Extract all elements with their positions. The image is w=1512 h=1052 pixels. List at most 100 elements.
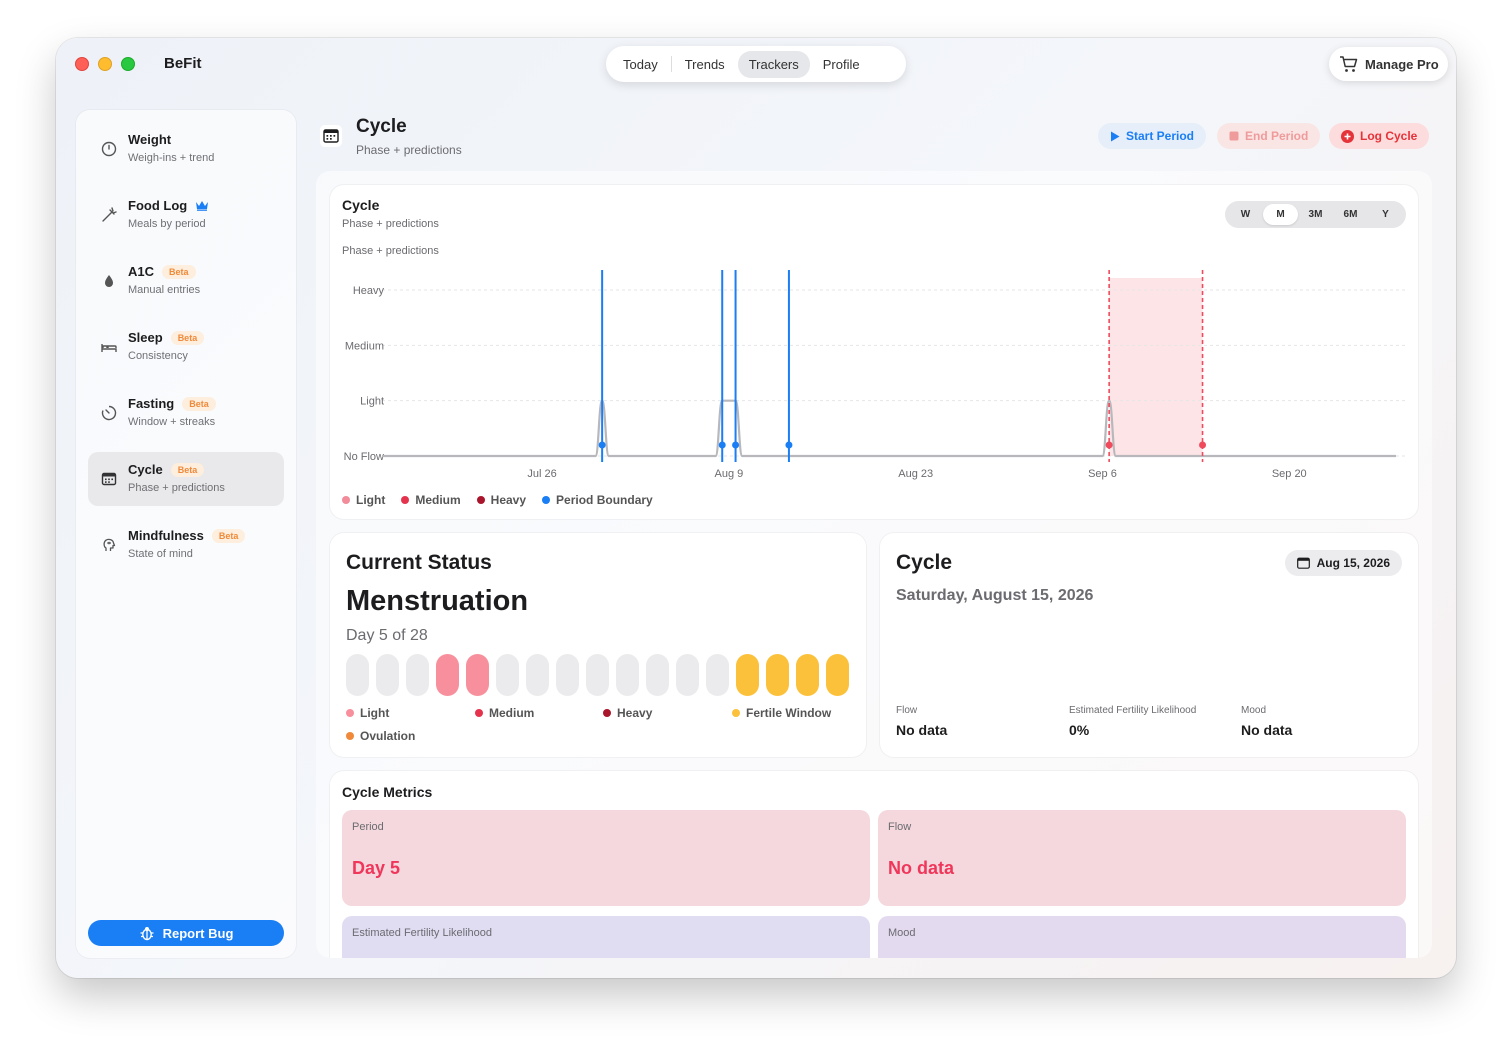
period-boundary-point <box>732 441 740 449</box>
zoom-window-button[interactable] <box>121 57 135 71</box>
sidebar-item-title: Sleep Beta <box>128 330 205 345</box>
manage-pro-label: Manage Pro <box>1365 56 1439 72</box>
legend-item-medium: Medium <box>401 493 461 507</box>
ladybug-icon <box>140 927 154 941</box>
log-cycle-button[interactable]: Log Cycle <box>1329 123 1430 149</box>
beta-badge: Beta <box>182 396 216 411</box>
range-w[interactable]: W <box>1240 209 1251 220</box>
top-navigation: Today Trends Trackers Profile <box>606 46 906 82</box>
cycle-day-pill <box>706 654 729 696</box>
report-bug-button[interactable]: Report Bug <box>88 920 284 946</box>
calendar-icon <box>1296 557 1310 569</box>
x-tick-label: Sep 20 <box>1272 468 1307 480</box>
sidebar-item-fasting[interactable]: Fasting Beta Window + streaks <box>88 386 284 440</box>
stat-fertility: Estimated Fertility Likelihood 0% <box>1069 705 1196 738</box>
sidebar-item-subtitle: Meals by period <box>128 218 206 230</box>
legend-dot <box>342 496 350 504</box>
sidebar-item-subtitle: Consistency <box>128 350 188 362</box>
legend-dot <box>475 709 483 717</box>
range-y[interactable]: Y <box>1382 209 1389 220</box>
tab-trackers[interactable]: Trackers <box>737 50 810 78</box>
sidebar-item-mindfulness[interactable]: Mindfulness Beta State of mind <box>88 518 284 572</box>
calendar-icon <box>320 125 342 147</box>
cycle-day-pill <box>436 654 459 696</box>
metric-label: Mood <box>888 927 916 939</box>
timer-icon <box>101 405 117 421</box>
sidebar-item-food-log[interactable]: Food Log Meals by period <box>88 188 284 242</box>
predicted-boundary-point <box>1105 441 1113 449</box>
cart-icon <box>1340 55 1358 72</box>
legend-dot <box>346 732 354 740</box>
date-chip-label: Aug 15, 2026 <box>1316 556 1390 570</box>
sidebar-item-subtitle: Manual entries <box>128 284 201 296</box>
stat-mood: Mood No data <box>1241 705 1292 738</box>
sidebar-item-label: Sleep <box>128 330 163 345</box>
report-bug-label: Report Bug <box>162 925 234 941</box>
metric-tile-mood: Mood <box>878 916 1406 958</box>
legend-label: Heavy <box>617 706 653 720</box>
range-m[interactable]: M <box>1263 204 1298 225</box>
range-3m[interactable]: 3M <box>1308 209 1323 220</box>
legend-item-ovulation: Ovulation <box>346 729 415 743</box>
legend-item-period-boundary: Period Boundary <box>542 493 653 507</box>
sidebar-item-subtitle: State of mind <box>128 548 193 560</box>
sidebar-item-cycle[interactable]: Cycle Beta Phase + predictions <box>88 452 284 506</box>
sidebar-item-title: Mindfulness Beta <box>128 528 246 543</box>
sidebar-item-sleep[interactable]: Sleep Beta Consistency <box>88 320 284 374</box>
y-tick-label: Heavy <box>353 285 385 297</box>
close-window-button[interactable] <box>75 57 89 71</box>
end-period-button[interactable]: End Period <box>1217 123 1321 149</box>
chart-card-subtitle: Phase + predictions <box>342 218 439 230</box>
tab-trends[interactable]: Trends <box>684 56 725 72</box>
sidebar-item-subtitle: Weigh-ins + trend <box>128 152 215 164</box>
cycle-card-title: Cycle <box>896 551 953 574</box>
legend-item-light: Light <box>342 493 385 507</box>
cycle-day-pill <box>466 654 489 696</box>
status-day: Day 5 of 28 <box>346 627 428 644</box>
legend-item-light: Light <box>346 706 389 720</box>
cycle-day-pill <box>586 654 609 696</box>
legend-dot <box>542 496 551 504</box>
chart-card-caption: Phase + predictions <box>342 245 439 257</box>
tab-today[interactable]: Today <box>623 56 658 72</box>
manage-pro-button[interactable]: Manage Pro <box>1329 47 1448 81</box>
legend-dot <box>603 709 611 717</box>
metric-label: Flow <box>888 821 912 833</box>
legend-label: Medium <box>489 706 535 720</box>
sidebar-item-a1c[interactable]: A1C Beta Manual entries <box>88 254 284 308</box>
minimize-window-button[interactable] <box>98 57 112 71</box>
sidebar-item-title: Food Log <box>128 198 209 213</box>
calendar-icon <box>101 472 117 486</box>
period-boundary-point <box>598 441 606 449</box>
y-tick-label: Medium <box>345 340 384 352</box>
start-period-button[interactable]: Start Period <box>1098 123 1207 149</box>
legend-label: Heavy <box>490 493 527 507</box>
y-tick-label: Light <box>360 396 384 408</box>
chart-legend: Light Medium Heavy Period Boundary <box>342 493 653 507</box>
cycle-day-pill <box>346 654 369 696</box>
cycle-day-pill <box>826 654 849 696</box>
stat-value: 0% <box>1069 722 1090 738</box>
range-6m[interactable]: 6M <box>1343 209 1358 220</box>
stat-label: Mood <box>1241 705 1267 716</box>
metric-label: Estimated Fertility Likelihood <box>352 927 493 939</box>
legend-dot <box>401 496 410 504</box>
date-picker-button[interactable]: Aug 15, 2026 <box>1284 550 1402 576</box>
cycle-day-pill <box>496 654 519 696</box>
legend-item-heavy: Heavy <box>476 493 527 507</box>
legend-item-heavy: Heavy <box>603 706 652 720</box>
cycle-day-pill <box>796 654 819 696</box>
cycle-metrics-card: Cycle Metrics Period Day 5 Flow No data … <box>330 771 1418 958</box>
sidebar-item-title: Cycle Beta <box>128 462 205 477</box>
stat-label: Flow <box>896 705 918 716</box>
beta-badge: Beta <box>162 264 196 279</box>
tab-profile[interactable]: Profile <box>822 56 860 72</box>
sidebar-item-title: A1C Beta <box>128 264 196 279</box>
x-tick-label: Aug 9 <box>715 468 744 480</box>
current-status-card: Current Status Menstruation Day 5 of 28 … <box>330 533 866 757</box>
sidebar-item-label: Cycle <box>128 462 163 477</box>
log-cycle-label: Log Cycle <box>1360 129 1418 143</box>
sidebar-item-weight[interactable]: Weight Weigh-ins + trend <box>88 122 284 176</box>
metric-tile-flow: Flow No data <box>878 810 1406 906</box>
cycle-day-pills <box>346 654 849 696</box>
